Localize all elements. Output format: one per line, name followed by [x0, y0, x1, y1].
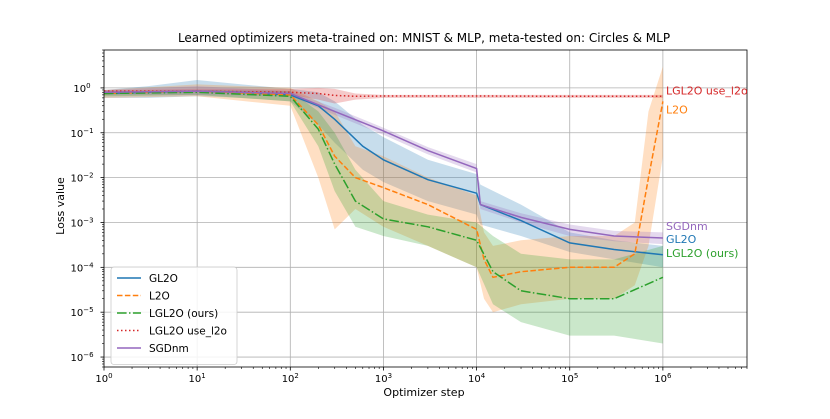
end-label-lgl2o-use-l2o: LGL2O use_l2o: [666, 84, 748, 97]
legend-label-lgl2o-ours-: LGL2O (ours): [149, 308, 218, 320]
end-label-l2o: L2O: [666, 103, 688, 116]
legend-label-l2o: L2O: [149, 291, 170, 303]
y-axis-label: Loss value: [54, 177, 67, 235]
end-label-gl2o: GL2O: [666, 233, 697, 246]
chart-title: Learned optimizers meta-trained on: MNIS…: [178, 31, 670, 45]
end-label-lgl2o-ours-: LGL2O (ours): [666, 247, 738, 260]
end-label-sgdnm: SGDnm: [666, 220, 708, 233]
legend-label-lgl2o-use-l2o: LGL2O use_l2o: [149, 326, 227, 338]
legend: GL2O L2O LGL2O (ours) LGL2O use_l2o SGDnm: [111, 267, 237, 365]
legend-label-gl2o: GL2O: [149, 273, 178, 285]
x-axis-label: Optimizer step: [383, 386, 464, 399]
legend-label-sgdnm: SGDnm: [149, 343, 189, 355]
